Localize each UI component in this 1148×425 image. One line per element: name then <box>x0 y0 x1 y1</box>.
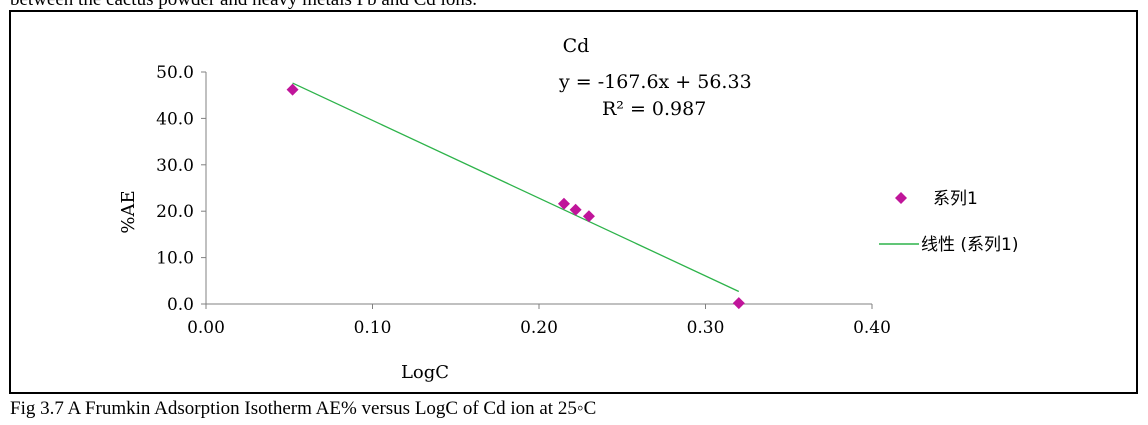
figure-caption: Fig 3.7 A Frumkin Adsorption Isotherm AE… <box>10 398 597 419</box>
data-point <box>286 83 299 96</box>
trendline-equation: y = -167.6x + 56.33 <box>558 71 752 93</box>
trendline <box>292 82 740 293</box>
y-tick-label: 50.0 <box>156 63 194 83</box>
y-tick-label: 10.0 <box>156 249 194 269</box>
trendline-r-squared: R² = 0.987 <box>602 98 706 120</box>
chart-legend: 系列1 线性 (系列1) <box>879 189 1018 255</box>
chart-title: Cd <box>563 35 590 57</box>
x-tick-label: 0.30 <box>687 318 725 338</box>
preceding-text-line: between the cactus powder and heavy meta… <box>10 0 477 10</box>
data-point <box>557 197 570 210</box>
x-tick-label: 0.00 <box>187 318 225 338</box>
chart-marks <box>286 82 745 310</box>
y-tick-label: 20.0 <box>156 202 194 222</box>
x-tick-label: 0.20 <box>520 318 558 338</box>
chart-axes: 0.0 10.0 20.0 30.0 40.0 50.0 0.00 0.10 0.20 0.30 0… <box>156 63 891 338</box>
x-tick-label: 0.10 <box>354 318 392 338</box>
y-tick-label: 0.0 <box>167 295 194 315</box>
data-point <box>582 210 595 223</box>
chart-frame: 0.0 10.0 20.0 30.0 40.0 50.0 0.00 0.10 0.20 0.30 0… <box>9 10 1138 394</box>
y-tick-label: 40.0 <box>156 109 194 129</box>
y-axis-title: %AE <box>118 190 139 233</box>
chart-svg: 0.0 10.0 20.0 30.0 40.0 50.0 0.00 0.10 0.20 0.30 0… <box>118 35 1018 383</box>
x-tick-label: 0.40 <box>853 318 891 338</box>
legend-marker-diamond <box>895 192 907 204</box>
x-axis-title: LogC <box>401 362 449 383</box>
data-point <box>569 203 582 216</box>
legend-label-trendline: 线性 (系列1) <box>921 235 1018 255</box>
legend-label-series1: 系列1 <box>933 189 978 209</box>
y-tick-label: 30.0 <box>156 156 194 176</box>
data-point <box>732 297 745 310</box>
